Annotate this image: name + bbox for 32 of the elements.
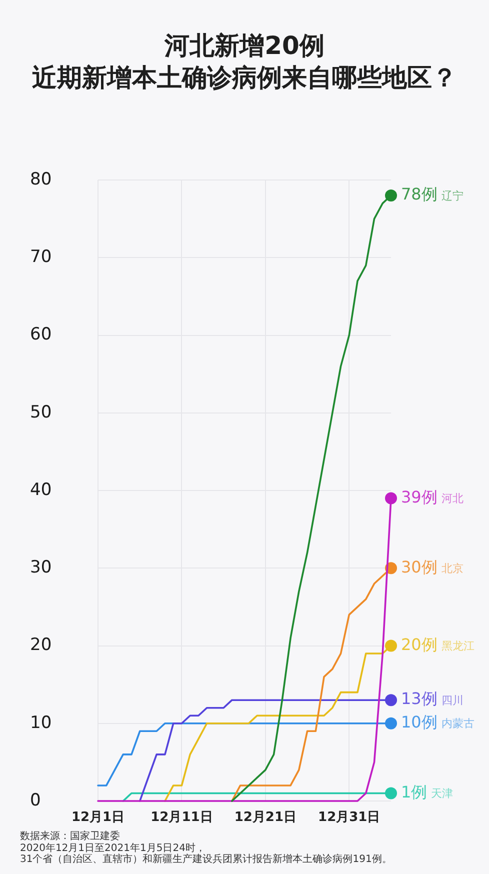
y-tick-label: 10 xyxy=(30,712,52,733)
y-tick-label: 40 xyxy=(30,480,52,500)
y-tick-label: 80 xyxy=(30,169,52,190)
data-label: 30例 xyxy=(401,557,438,576)
data-label: 1例 xyxy=(401,782,428,802)
x-tick-label: 12月21日 xyxy=(234,810,297,826)
data-label: 78例 xyxy=(401,184,438,204)
text: 辽宁 xyxy=(441,189,464,202)
text: 2020年12月1日至2021年1月5日24时， xyxy=(20,842,206,854)
chart-title: 河北新增20例 xyxy=(163,31,326,61)
y-tick-label: 70 xyxy=(30,247,52,268)
x-tick-label: 12月11日 xyxy=(150,810,213,826)
text: 北京 xyxy=(441,562,464,575)
source-note: 数据来源：国家卫建委 xyxy=(20,831,121,842)
y-tick-label: 30 xyxy=(30,558,52,578)
chart-subtitle: 近期新增本土确诊病例来自哪些地区？ xyxy=(31,63,458,93)
text: 31个省（自治区、直辖市）和新疆生产建设兵团累计报告新增本土确诊病例191例。 xyxy=(20,854,392,866)
data-label: 10例 xyxy=(401,712,438,732)
x-tick-label: 12月31日 xyxy=(318,810,380,826)
y-tick-label: 60 xyxy=(30,324,52,345)
y-tick-label: 50 xyxy=(30,402,52,422)
text: 天津 xyxy=(431,787,454,800)
x-tick-label: 12月1日 xyxy=(71,810,125,826)
text: 四川 xyxy=(441,694,464,707)
text: 黑龙江 xyxy=(441,640,474,653)
y-tick-label: 20 xyxy=(30,635,52,656)
data-label: 20例 xyxy=(401,634,438,654)
data-label: 13例 xyxy=(401,689,438,708)
y-tick-label: 0 xyxy=(30,790,41,810)
text: 内蒙古 xyxy=(441,717,474,730)
data-label: 39例 xyxy=(401,487,438,506)
text: 河北 xyxy=(441,492,464,506)
